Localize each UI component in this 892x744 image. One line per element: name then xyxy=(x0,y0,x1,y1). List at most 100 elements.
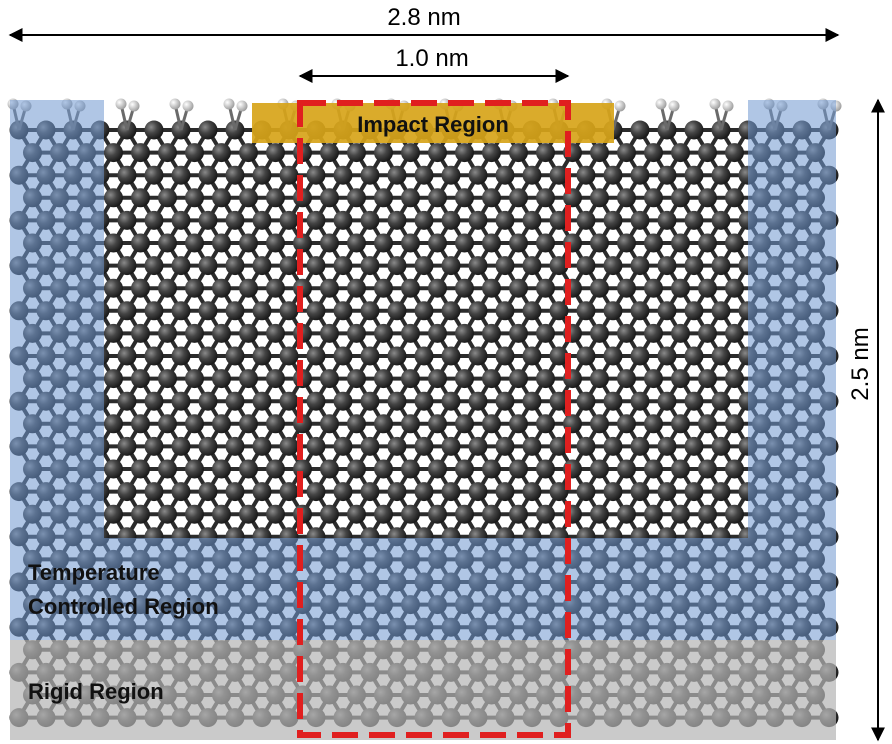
carbon-atom xyxy=(590,459,609,479)
carbon-atom xyxy=(657,436,677,456)
carbon-atom xyxy=(644,233,663,253)
carbon-atom xyxy=(171,482,191,502)
carbon-atom xyxy=(576,346,596,366)
carbon-atom xyxy=(428,323,447,343)
carbon-atom xyxy=(131,143,150,163)
impact-width-label: 1.0 nm xyxy=(395,45,468,72)
carbon-atom xyxy=(414,256,434,276)
carbon-atom xyxy=(468,391,488,411)
carbon-atom xyxy=(536,143,555,163)
carbon-atom xyxy=(347,414,366,434)
carbon-atom xyxy=(590,143,609,163)
carbon-atom xyxy=(239,278,258,298)
carbon-atom xyxy=(185,278,204,298)
carbon-atom xyxy=(509,414,528,434)
carbon-atom xyxy=(536,278,555,298)
carbon-atom xyxy=(576,391,596,411)
carbon-atom xyxy=(320,504,339,524)
carbon-atom xyxy=(347,504,366,524)
carbon-atom xyxy=(725,504,744,524)
carbon-atom xyxy=(320,233,339,253)
carbon-atom xyxy=(239,369,258,389)
carbon-atom xyxy=(482,459,501,479)
carbon-atom xyxy=(482,233,501,253)
carbon-atom xyxy=(522,482,542,502)
carbon-atom xyxy=(509,459,528,479)
carbon-atom xyxy=(185,323,204,343)
carbon-atom xyxy=(441,301,461,321)
carbon-atom xyxy=(455,233,474,253)
carbon-atom xyxy=(576,256,596,276)
carbon-atom xyxy=(158,504,177,524)
carbon-atom xyxy=(455,188,474,208)
carbon-atom xyxy=(468,482,488,502)
carbon-atom xyxy=(698,323,717,343)
carbon-atom xyxy=(374,369,393,389)
carbon-atom xyxy=(684,346,704,366)
hydrogen-atom xyxy=(128,100,140,112)
carbon-atom xyxy=(441,165,461,185)
carbon-atom xyxy=(347,143,366,163)
carbon-atom xyxy=(360,436,380,456)
carbon-atom xyxy=(495,165,515,185)
carbon-atom xyxy=(509,369,528,389)
carbon-atom xyxy=(279,436,299,456)
carbon-atom xyxy=(333,301,353,321)
carbon-atom xyxy=(725,143,744,163)
carbon-atom xyxy=(212,323,231,343)
carbon-atom xyxy=(171,391,191,411)
carbon-atom xyxy=(414,210,434,230)
carbon-atom xyxy=(239,233,258,253)
carbon-atom xyxy=(198,301,218,321)
carbon-atom xyxy=(131,233,150,253)
carbon-atom xyxy=(428,459,447,479)
carbon-atom xyxy=(225,210,245,230)
carbon-atom xyxy=(536,414,555,434)
carbon-atom xyxy=(698,459,717,479)
carbon-atom xyxy=(684,210,704,230)
carbon-atom xyxy=(252,256,272,276)
carbon-atom xyxy=(252,391,272,411)
carbon-atom xyxy=(495,256,515,276)
carbon-atom xyxy=(158,233,177,253)
thermostat-bottom-band xyxy=(104,538,748,640)
carbon-atom xyxy=(468,210,488,230)
carbon-atom xyxy=(320,188,339,208)
carbon-atom xyxy=(576,482,596,502)
carbon-atom xyxy=(131,459,150,479)
carbon-atom xyxy=(333,436,353,456)
carbon-atom xyxy=(671,459,690,479)
carbon-atom xyxy=(279,301,299,321)
hydrogen-atom xyxy=(182,100,194,112)
carbon-atom xyxy=(590,188,609,208)
carbon-atom xyxy=(671,504,690,524)
carbon-atom xyxy=(252,436,272,456)
carbon-atom xyxy=(576,436,596,456)
carbon-atom xyxy=(320,278,339,298)
carbon-atom xyxy=(171,210,191,230)
carbon-atom xyxy=(171,165,191,185)
carbon-atom xyxy=(185,188,204,208)
carbon-atom xyxy=(617,143,636,163)
carbon-atom xyxy=(131,278,150,298)
carbon-atom xyxy=(374,323,393,343)
carbon-atom xyxy=(549,165,569,185)
carbon-atom xyxy=(104,459,123,479)
dashed-analysis-box xyxy=(297,100,571,738)
carbon-atom xyxy=(374,233,393,253)
carbon-atom xyxy=(333,210,353,230)
carbon-atom xyxy=(684,482,704,502)
carbon-atom xyxy=(198,120,218,140)
carbon-atom xyxy=(657,482,677,502)
carbon-atom xyxy=(495,482,515,502)
carbon-atom xyxy=(374,414,393,434)
carbon-atom xyxy=(225,346,245,366)
carbon-atom xyxy=(698,278,717,298)
temperature-region-label-line1: Temperature xyxy=(28,560,160,585)
carbon-atom xyxy=(401,459,420,479)
carbon-atom xyxy=(630,391,650,411)
carbon-atom xyxy=(617,323,636,343)
carbon-atom xyxy=(279,482,299,502)
carbon-atom xyxy=(725,323,744,343)
carbon-atom xyxy=(522,210,542,230)
